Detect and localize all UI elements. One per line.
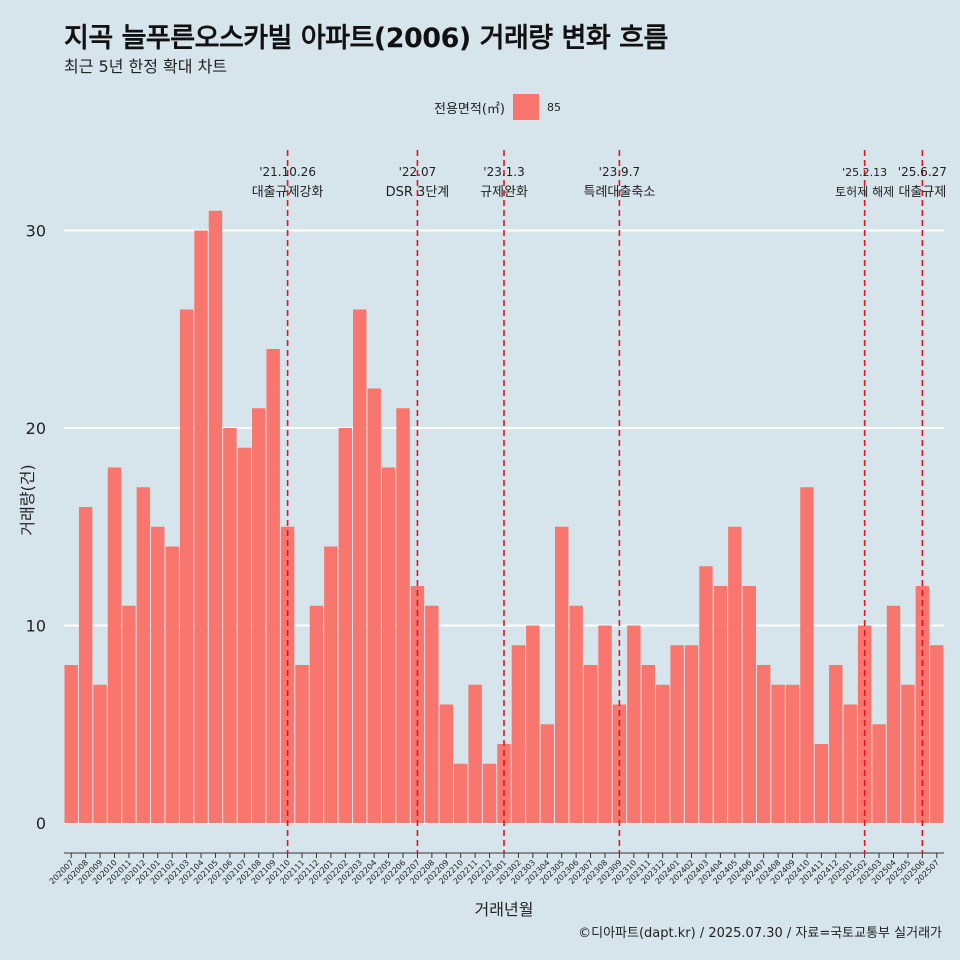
y-tick-label: 10: [26, 617, 46, 636]
bar: [742, 586, 756, 823]
legend: 전용면적(㎡) 85: [434, 94, 561, 120]
bar: [540, 724, 554, 823]
bar: [829, 665, 843, 823]
chart-title: 지곡 늘푸른오스카빌 아파트(2006) 거래량 변화 흐름: [64, 23, 668, 54]
bar: [526, 625, 540, 823]
bar: [655, 684, 670, 823]
event-label: 대출규제강화: [252, 185, 324, 200]
bar: [78, 507, 93, 823]
y-axis-title: 거래량(건): [18, 464, 37, 535]
source-caption: ©디아파트(dapt.kr) / 2025.07.30 / 자료=국토교통부 실…: [578, 926, 942, 941]
bar: [554, 526, 569, 823]
bar: [684, 645, 699, 823]
bar: [843, 704, 857, 823]
bar: [295, 665, 309, 823]
event-label: 규제완화: [480, 185, 528, 200]
bar: [223, 428, 237, 823]
bar: [252, 408, 266, 823]
bar: [872, 724, 886, 823]
bar: [641, 665, 655, 823]
bar: [179, 309, 194, 823]
event-date: '22.07: [399, 165, 437, 179]
bar: [136, 487, 151, 823]
event-date: '23.1.3: [483, 165, 524, 179]
bar: [728, 526, 742, 823]
event-date: '23.9.7: [599, 165, 640, 179]
bar: [670, 645, 684, 823]
bar: [122, 605, 136, 823]
bar: [756, 665, 771, 823]
bar: [165, 546, 179, 823]
bar: [482, 763, 497, 823]
bar: [468, 684, 482, 823]
bar: [598, 625, 612, 823]
bar: [367, 388, 381, 823]
bar: [800, 487, 814, 823]
event-date: '25.2.13: [842, 166, 887, 179]
bar: [699, 566, 713, 823]
bar: [93, 684, 107, 823]
event-date: '25.6.27: [898, 165, 947, 179]
bar: [454, 763, 468, 823]
event-label: 토허제 해제: [835, 185, 894, 199]
event-date: '21.10.26: [259, 165, 316, 179]
bar: [381, 467, 396, 823]
bar: [511, 645, 526, 823]
event-label: DSR 3단계: [386, 185, 450, 200]
bar: [425, 605, 439, 823]
bar: [886, 605, 901, 823]
legend-label: 85: [546, 100, 561, 114]
bar: [194, 230, 208, 823]
bar: [64, 665, 78, 823]
y-tick-label: 30: [26, 222, 46, 241]
y-tick-label: 20: [26, 419, 46, 438]
bar: [771, 684, 785, 823]
chart-subtitle: 최근 5년 한정 확대 차트: [64, 57, 228, 76]
bar: [814, 744, 829, 823]
bar: [627, 625, 641, 823]
y-tick-label: 0: [36, 814, 46, 833]
bar: [107, 467, 122, 823]
bar: [353, 309, 367, 823]
bar: [930, 645, 944, 823]
bar: [208, 210, 223, 823]
bar: [713, 586, 728, 823]
bar: [396, 408, 410, 823]
legend-swatch: [512, 94, 539, 120]
bar: [151, 526, 165, 823]
bar: [237, 447, 252, 823]
bar: [569, 605, 583, 823]
bar: [785, 684, 800, 823]
bar: [266, 349, 280, 823]
event-label: 대출규제: [898, 185, 946, 200]
bar: [309, 605, 324, 823]
x-axis-title: 거래년월: [475, 900, 534, 919]
bar: [338, 428, 353, 823]
legend-title: 전용면적(㎡): [434, 101, 505, 117]
bar: [439, 704, 454, 823]
bar: [901, 684, 915, 823]
event-label: 특례대출축소: [584, 185, 656, 200]
bar: [324, 546, 338, 823]
bar: [583, 665, 598, 823]
